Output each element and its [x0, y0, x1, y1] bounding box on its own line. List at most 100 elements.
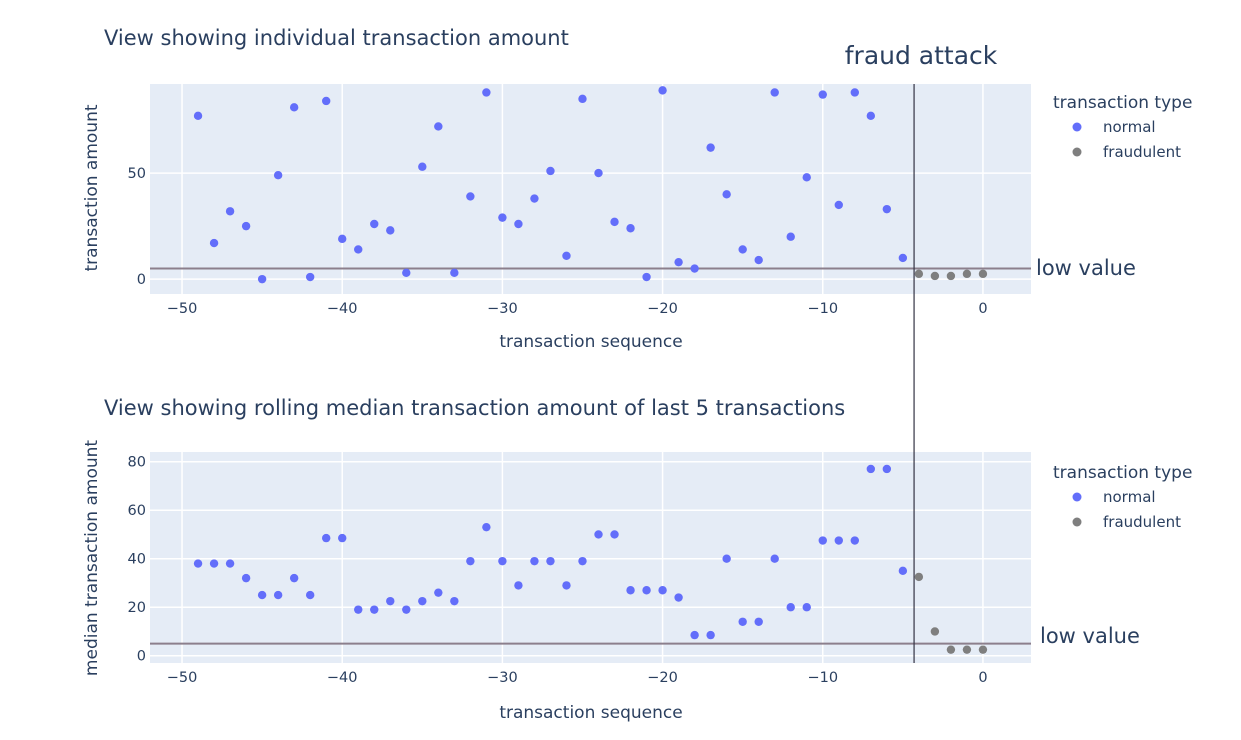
top-point-fraudulent[interactable] — [930, 271, 940, 281]
top-point-normal[interactable] — [434, 122, 443, 131]
top-point-normal[interactable] — [850, 88, 859, 97]
bottom-point-normal[interactable] — [594, 530, 603, 539]
top-point-normal[interactable] — [658, 86, 667, 95]
bottom-point-normal[interactable] — [706, 630, 715, 640]
bottom-point-normal[interactable] — [241, 573, 251, 583]
bottom-point-normal[interactable] — [370, 605, 379, 614]
bottom-point-normal[interactable] — [722, 554, 731, 563]
top-point-normal[interactable] — [818, 90, 827, 99]
top-point-fraudulent[interactable] — [914, 269, 924, 279]
top-point-fraudulent[interactable] — [978, 269, 988, 279]
bottom-point-normal[interactable] — [738, 617, 747, 626]
top-point-normal[interactable] — [289, 103, 299, 112]
bottom-point-normal[interactable] — [193, 559, 203, 568]
bottom-point-normal[interactable] — [674, 593, 683, 602]
top-point-normal[interactable] — [898, 253, 908, 263]
bottom-point-normal[interactable] — [610, 530, 619, 539]
bottom-point-normal[interactable] — [802, 603, 811, 612]
bottom-point-fraudulent[interactable] — [914, 572, 924, 582]
bottom-point-fraudulent[interactable] — [978, 645, 988, 654]
bottom-point-normal[interactable] — [770, 554, 779, 563]
top-point-normal[interactable] — [466, 192, 475, 201]
bottom-point-normal[interactable] — [257, 590, 267, 600]
top-point-normal[interactable] — [225, 207, 235, 216]
bottom-point-normal[interactable] — [786, 603, 795, 612]
bottom-point-fraudulent[interactable] — [962, 645, 972, 654]
top-point-normal[interactable] — [257, 274, 267, 284]
bottom-point-fraudulent[interactable] — [930, 627, 940, 636]
top-point-normal[interactable] — [738, 245, 747, 254]
top-point-normal[interactable] — [514, 219, 523, 229]
top-point-normal[interactable] — [834, 200, 843, 210]
top-legend-fraudulent-label[interactable]: fraudulent — [1103, 143, 1181, 161]
top-point-normal[interactable] — [209, 238, 219, 248]
bottom-point-normal[interactable] — [754, 617, 763, 626]
bottom-point-normal[interactable] — [514, 581, 523, 590]
top-point-normal[interactable] — [610, 217, 619, 227]
top-point-normal[interactable] — [642, 272, 651, 282]
top-point-normal[interactable] — [482, 88, 491, 97]
bottom-legend-normal-label[interactable]: normal — [1103, 488, 1156, 506]
top-legend-fraudulent-marker[interactable] — [1072, 147, 1082, 157]
top-point-normal[interactable] — [706, 143, 715, 152]
bottom-legend-normal-marker[interactable] — [1072, 492, 1082, 502]
bottom-point-normal[interactable] — [882, 464, 892, 474]
bottom-point-normal[interactable] — [578, 556, 587, 566]
top-point-normal[interactable] — [786, 232, 795, 241]
bottom-point-normal[interactable] — [562, 581, 571, 590]
top-point-normal[interactable] — [193, 111, 203, 121]
bottom-point-normal[interactable] — [466, 556, 475, 566]
bottom-point-normal[interactable] — [418, 596, 427, 606]
top-point-normal[interactable] — [690, 264, 699, 273]
top-point-normal[interactable] — [754, 255, 763, 265]
top-point-normal[interactable] — [402, 268, 411, 277]
top-point-fraudulent[interactable] — [946, 271, 956, 281]
bottom-point-normal[interactable] — [402, 605, 411, 614]
bottom-point-normal[interactable] — [225, 559, 235, 568]
bottom-point-normal[interactable] — [386, 596, 395, 606]
bottom-point-normal[interactable] — [658, 586, 667, 595]
bottom-point-normal[interactable] — [898, 566, 908, 576]
top-legend-normal-marker[interactable] — [1072, 122, 1082, 132]
bottom-point-normal[interactable] — [498, 556, 507, 566]
top-point-normal[interactable] — [273, 171, 283, 180]
bottom-point-normal[interactable] — [289, 573, 299, 583]
top-legend-normal-label[interactable]: normal — [1103, 118, 1156, 136]
top-point-fraudulent[interactable] — [962, 269, 972, 279]
top-point-normal[interactable] — [578, 94, 587, 104]
bottom-point-normal[interactable] — [834, 536, 843, 545]
bottom-point-normal[interactable] — [690, 630, 699, 640]
bottom-point-normal[interactable] — [530, 556, 539, 566]
top-point-normal[interactable] — [594, 168, 603, 178]
bottom-point-normal[interactable] — [305, 590, 315, 600]
bottom-point-normal[interactable] — [209, 559, 219, 568]
top-point-normal[interactable] — [450, 268, 459, 277]
bottom-point-normal[interactable] — [273, 590, 283, 600]
bottom-point-normal[interactable] — [322, 533, 331, 543]
top-point-normal[interactable] — [498, 213, 507, 222]
top-point-normal[interactable] — [530, 194, 539, 203]
top-point-normal[interactable] — [322, 96, 331, 106]
bottom-point-normal[interactable] — [354, 605, 363, 614]
top-point-normal[interactable] — [241, 221, 251, 231]
top-point-normal[interactable] — [338, 234, 347, 244]
bottom-legend-fraudulent-marker[interactable] — [1072, 517, 1082, 527]
top-point-normal[interactable] — [305, 272, 315, 282]
top-point-normal[interactable] — [866, 111, 876, 121]
bottom-point-normal[interactable] — [642, 586, 651, 595]
bottom-point-normal[interactable] — [866, 464, 876, 474]
bottom-point-normal[interactable] — [626, 586, 635, 595]
top-point-normal[interactable] — [354, 245, 363, 254]
top-point-normal[interactable] — [386, 226, 395, 235]
top-point-normal[interactable] — [626, 224, 635, 233]
bottom-point-normal[interactable] — [818, 536, 827, 545]
bottom-point-normal[interactable] — [434, 588, 443, 597]
bottom-point-normal[interactable] — [482, 522, 491, 532]
top-point-normal[interactable] — [802, 173, 811, 182]
bottom-legend-fraudulent-label[interactable]: fraudulent — [1103, 513, 1181, 531]
top-point-normal[interactable] — [882, 204, 892, 214]
bottom-point-normal[interactable] — [546, 556, 555, 566]
bottom-point-normal[interactable] — [338, 533, 347, 543]
top-point-normal[interactable] — [562, 251, 571, 261]
bottom-point-fraudulent[interactable] — [946, 645, 956, 654]
